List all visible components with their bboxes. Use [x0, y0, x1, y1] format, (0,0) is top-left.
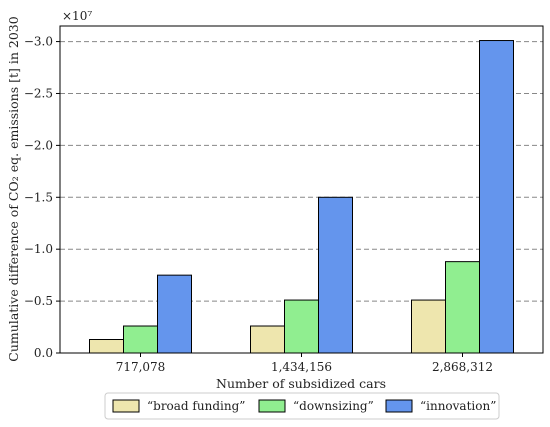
y-tick-label: −1.5: [24, 190, 53, 204]
legend: “broad funding” “downsizing” “innovation”: [104, 392, 500, 420]
legend-swatch: [385, 399, 413, 413]
x-axis-title: Number of subsidized cars: [216, 376, 386, 391]
y-axis-title: Cumulative difference of CO₂ eq. emissio…: [6, 16, 21, 361]
y-axis: 0.0 −0.5 −1.0 −1.5 −2.0 −2.5 −3.0: [24, 35, 60, 360]
x-tick-label: 2,868,312: [432, 360, 493, 374]
bar: [157, 274, 192, 354]
bar: [123, 325, 158, 354]
bar: [445, 261, 480, 354]
legend-label: “broad funding”: [147, 399, 245, 413]
legend-swatch: [112, 399, 140, 413]
legend-label: “innovation”: [420, 399, 496, 413]
x-tick-label: 1,434,156: [271, 360, 332, 374]
y-tick-label: −3.0: [24, 35, 53, 49]
bar: [89, 339, 124, 354]
y-tick-label: −1.0: [24, 242, 53, 256]
bar: [479, 40, 514, 354]
y-tick-label: −2.0: [24, 138, 53, 152]
bar: [284, 299, 319, 354]
bars: [89, 40, 514, 354]
y-tick-label: −2.5: [24, 86, 53, 100]
legend-label: “downsizing”: [293, 399, 374, 413]
y-tick-label: −0.5: [24, 294, 53, 308]
bar: [250, 325, 285, 354]
bar: [318, 196, 353, 354]
y-multiplier: ×10⁷: [62, 9, 92, 23]
x-tick-label: 717,078: [116, 360, 166, 374]
bar: [411, 299, 446, 354]
legend-swatch: [258, 399, 286, 413]
x-axis: 717,078 1,434,156 2,868,312: [116, 353, 493, 374]
y-tick-label: 0.0: [34, 346, 53, 360]
